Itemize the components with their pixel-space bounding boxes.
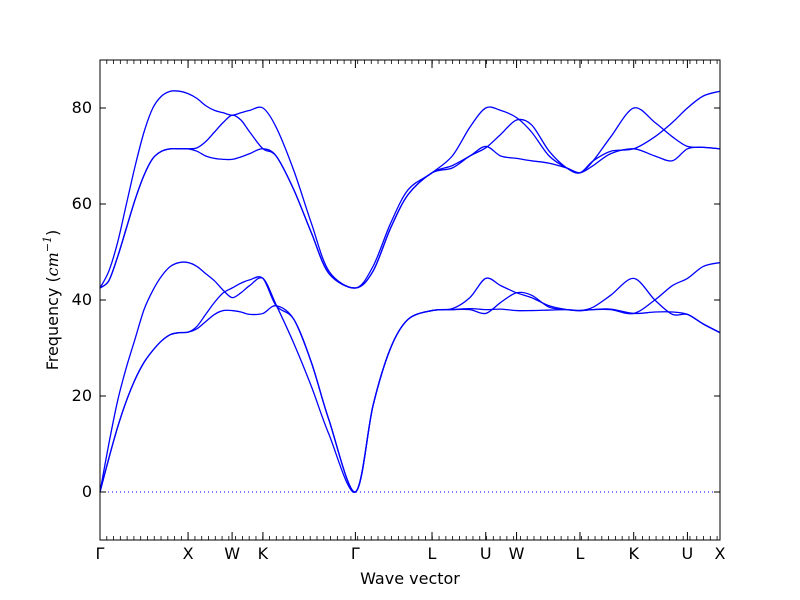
series-layer	[99, 90, 721, 493]
y-axis-label-math: cm	[43, 252, 62, 276]
y-axis-label-text: Frequency (	[43, 276, 62, 370]
branch-line-1	[99, 90, 721, 289]
branch-line-3	[99, 90, 721, 289]
y-tick-label-80: 80	[72, 98, 92, 117]
y-tick-label-40: 40	[72, 290, 92, 309]
x-axis-label: Wave vector	[360, 569, 460, 588]
x-tick-label-4: Γ	[351, 544, 360, 563]
y-axis-label-sup: −1	[41, 236, 54, 252]
x-tick-label-6: U	[480, 544, 492, 563]
y-tick-label-0: 0	[82, 482, 92, 501]
y-ticks: 0 20 40 60 80	[72, 98, 720, 501]
x-tick-label-1: X	[183, 544, 194, 563]
branch-line-4	[99, 261, 721, 493]
y-tick-label-20: 20	[72, 386, 92, 405]
branch-line-6	[99, 261, 721, 493]
x-tick-label-7: W	[509, 544, 525, 563]
x-tick-label-5: L	[428, 544, 437, 563]
x-tick-label-3: K	[258, 544, 269, 563]
x-tick-label-10: U	[682, 544, 694, 563]
y-axis-label-close: )	[43, 230, 62, 236]
x-tick-label-11: X	[715, 544, 726, 563]
y-axis-label: Frequency (cm−1)	[41, 230, 62, 371]
plot-frame	[99, 59, 721, 541]
x-tick-label-9: K	[628, 544, 639, 563]
x-tick-label-8: L	[576, 544, 585, 563]
branch-line-5	[99, 277, 721, 493]
y-tick-label-60: 60	[72, 194, 92, 213]
x-tick-label-0: Γ	[96, 544, 105, 563]
x-minor-ticks	[106, 60, 718, 540]
branch-line-2	[99, 114, 721, 289]
x-tick-label-2: W	[224, 544, 240, 563]
